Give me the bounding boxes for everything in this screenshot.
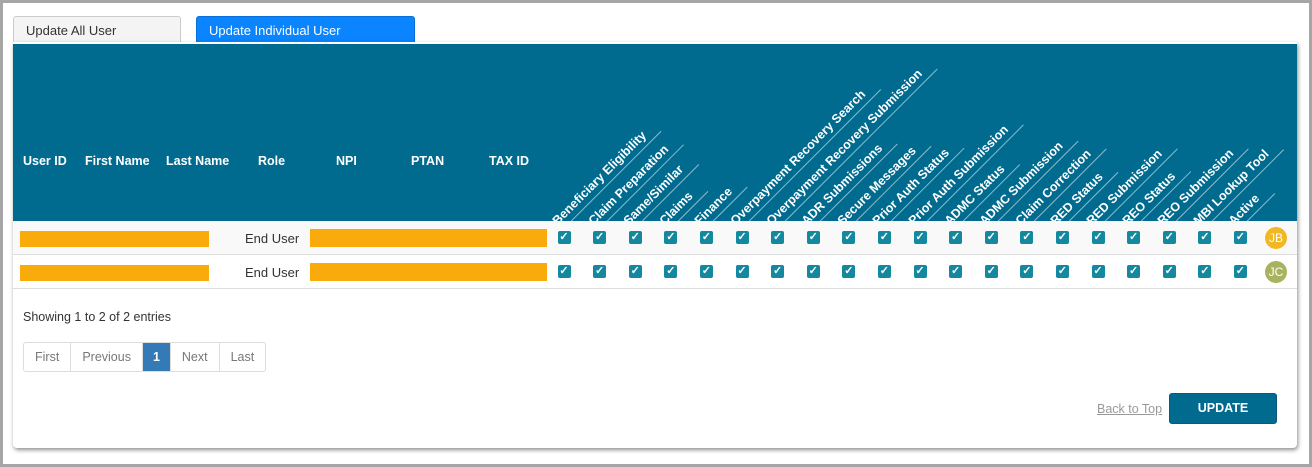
checkbox-checked-icon[interactable]: ✓ (877, 265, 891, 278)
column-header-user-id[interactable]: User ID (23, 154, 67, 168)
checkbox-checked-icon[interactable]: ✓ (1091, 265, 1105, 278)
tab-update-individual-user-permissions[interactable]: Update Individual User Permissions (196, 16, 415, 66)
redacted-user-info (20, 231, 209, 247)
page-first-button[interactable]: First (24, 343, 72, 371)
checkbox-checked-icon[interactable]: ✓ (593, 231, 607, 244)
checkbox-checked-icon[interactable]: ✓ (949, 231, 963, 244)
table-row: End User ✓ ✓ ✓ ✓ ✓ ✓ ✓ ✓ ✓ ✓ ✓ ✓ ✓ ✓ ✓ ✓ ✓ ✓ ✓ ✓ JC (13, 255, 1297, 289)
column-header-tax-id[interactable]: TAX ID (489, 154, 530, 168)
checkbox-checked-icon[interactable]: ✓ (1233, 265, 1247, 278)
checkbox-checked-icon[interactable]: ✓ (1198, 265, 1212, 278)
checkbox-checked-icon[interactable]: ✓ (1091, 231, 1105, 244)
checkbox-checked-icon[interactable]: ✓ (842, 231, 856, 244)
checkbox-checked-icon[interactable]: ✓ (664, 231, 678, 244)
page-next-button[interactable]: Next (171, 343, 220, 371)
checkbox-checked-icon[interactable]: ✓ (628, 231, 642, 244)
checkbox-checked-icon[interactable]: ✓ (735, 265, 749, 278)
checkbox-checked-icon[interactable]: ✓ (913, 231, 927, 244)
checkbox-checked-icon[interactable]: ✓ (664, 265, 678, 278)
checkbox-checked-icon[interactable]: ✓ (557, 231, 571, 244)
role-cell: End User (245, 231, 300, 246)
role-cell: End User (245, 265, 300, 280)
pagination: First Previous 1 Next Last (23, 342, 267, 372)
checkbox-checked-icon[interactable]: ✓ (699, 231, 713, 244)
checkbox-checked-icon[interactable]: ✓ (1127, 231, 1141, 244)
user-avatar: JB (1265, 227, 1287, 249)
checkbox-checked-icon[interactable]: ✓ (1020, 265, 1034, 278)
checkbox-checked-icon[interactable]: ✓ (984, 231, 998, 244)
column-header-first-name[interactable]: First Name (85, 154, 150, 168)
checkbox-checked-icon[interactable]: ✓ (593, 265, 607, 278)
redacted-provider-ids (310, 229, 547, 247)
entries-info: Showing 1 to 2 of 2 entries (23, 310, 172, 324)
checkbox-checked-icon[interactable]: ✓ (699, 265, 713, 278)
checkbox-checked-icon[interactable]: ✓ (1020, 231, 1034, 244)
checkbox-checked-icon[interactable]: ✓ (1162, 231, 1176, 244)
checkbox-checked-icon[interactable]: ✓ (877, 231, 891, 244)
column-header-ptan[interactable]: PTAN (411, 154, 445, 168)
column-header-role[interactable]: Role (258, 154, 286, 168)
checkbox-checked-icon[interactable]: ✓ (984, 265, 998, 278)
column-header-last-name[interactable]: Last Name (166, 154, 230, 168)
checkbox-checked-icon[interactable]: ✓ (842, 265, 856, 278)
checkbox-checked-icon[interactable]: ✓ (1233, 231, 1247, 244)
checkbox-checked-icon[interactable]: ✓ (949, 265, 963, 278)
checkbox-checked-icon[interactable]: ✓ (1055, 231, 1069, 244)
page-previous-button[interactable]: Previous (71, 343, 143, 371)
redacted-user-info (20, 265, 209, 281)
checkbox-checked-icon[interactable]: ✓ (1162, 265, 1176, 278)
page-1-button[interactable]: 1 (142, 343, 171, 371)
checkbox-checked-icon[interactable]: ✓ (771, 231, 785, 244)
checkbox-checked-icon[interactable]: ✓ (557, 265, 571, 278)
table-row: End User ✓ ✓ ✓ ✓ ✓ ✓ ✓ ✓ ✓ ✓ ✓ ✓ ✓ ✓ ✓ ✓ ✓ ✓ ✓ ✓ JB (13, 221, 1297, 255)
checkbox-checked-icon[interactable]: ✓ (1127, 265, 1141, 278)
permissions-card: User ID First Name Last Name Role NPI PT… (13, 42, 1297, 448)
tab-update-all-user-permissions[interactable]: Update All User Permissions (13, 16, 181, 66)
checkbox-checked-icon[interactable]: ✓ (771, 265, 785, 278)
checkbox-checked-icon[interactable]: ✓ (913, 265, 927, 278)
back-to-top-link[interactable]: Back to Top (1097, 402, 1163, 416)
user-avatar: JC (1265, 261, 1287, 283)
checkbox-checked-icon[interactable]: ✓ (806, 265, 820, 278)
checkbox-checked-icon[interactable]: ✓ (1198, 231, 1212, 244)
checkbox-checked-icon[interactable]: ✓ (628, 265, 642, 278)
table-header: User ID First Name Last Name Role NPI PT… (13, 44, 1297, 233)
page: Update All User Permissions Update Indiv… (3, 3, 1309, 464)
column-header-npi[interactable]: NPI (336, 154, 357, 168)
update-button[interactable]: UPDATE (1169, 393, 1277, 424)
redacted-provider-ids (310, 263, 547, 281)
checkbox-checked-icon[interactable]: ✓ (1055, 265, 1069, 278)
page-last-button[interactable]: Last (230, 350, 255, 364)
checkbox-checked-icon[interactable]: ✓ (806, 231, 820, 244)
checkbox-checked-icon[interactable]: ✓ (735, 231, 749, 244)
